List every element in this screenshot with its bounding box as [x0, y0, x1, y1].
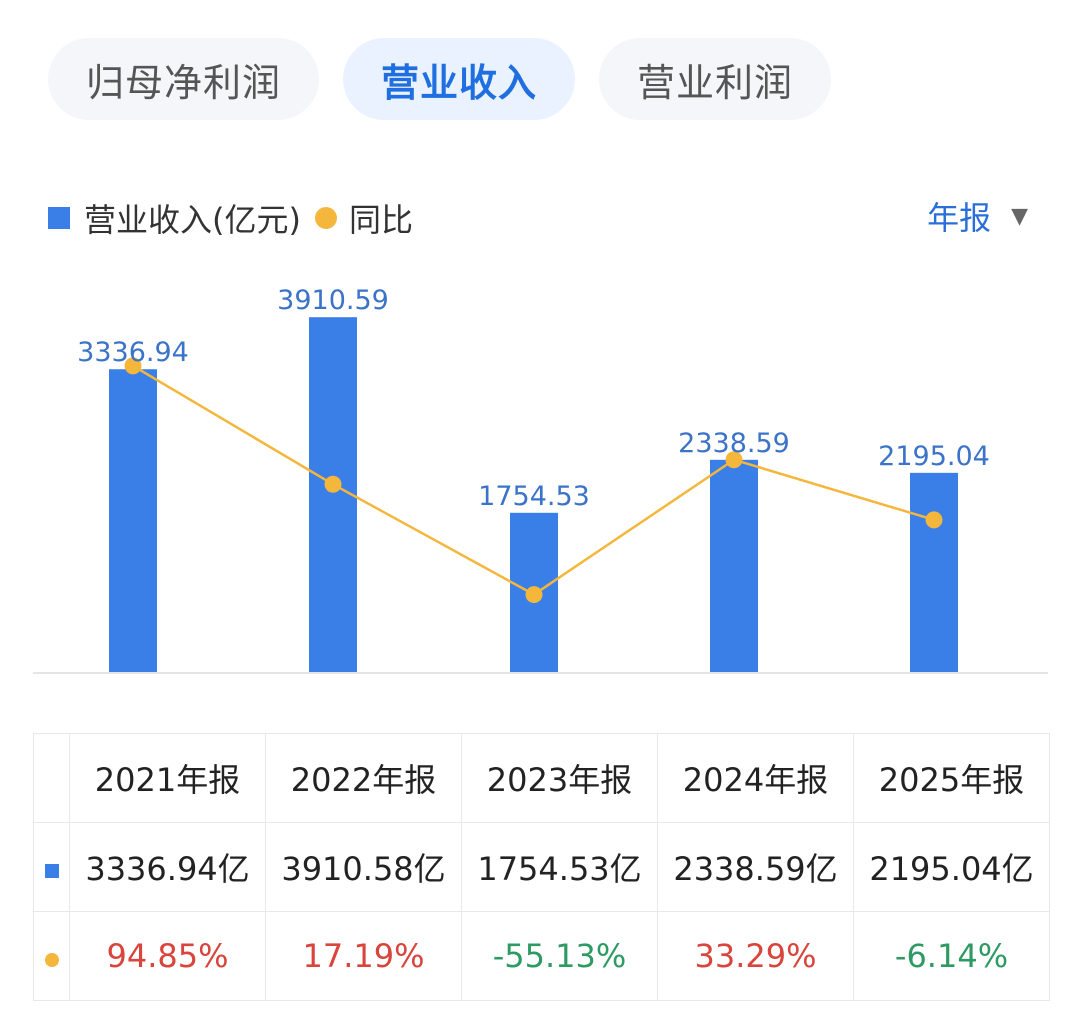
tab-revenue[interactable]: 营业收入 [343, 38, 575, 120]
yoy-cell: 17.19% [266, 912, 462, 1001]
metric-tabs: 归母净利润 营业收入 营业利润 [48, 38, 831, 120]
revenue-cell: 3910.58亿 [266, 823, 462, 912]
table-header-cell: 2024年报 [658, 734, 854, 823]
period-selector[interactable]: 年报 ▼ [927, 193, 1028, 239]
table-row-yoy: 94.85% 17.19% -55.13% 33.29% -6.14% [34, 912, 1050, 1001]
bar-legend-label: 营业收入(亿元) [84, 195, 301, 241]
period-selector-value: 年报 [927, 193, 991, 239]
bar [710, 460, 758, 672]
table-header-cell: 2023年报 [462, 734, 658, 823]
bar-legend-swatch [48, 207, 70, 229]
yoy-marker-cell [34, 912, 70, 1001]
yoy-point [526, 586, 543, 603]
revenue-cell: 3336.94亿 [70, 823, 266, 912]
table-header-cell: 2022年报 [266, 734, 462, 823]
bar-value-label: 1754.53 [478, 481, 590, 512]
revenue-marker-cell [34, 823, 70, 912]
table-header-row: 2021年报 2022年报 2023年报 2024年报 2025年报 [34, 734, 1050, 823]
yoy-cell: 33.29% [658, 912, 854, 1001]
bar-value-label: 2195.04 [878, 441, 990, 472]
dot-marker-icon [45, 953, 59, 967]
yoy-cell: 94.85% [70, 912, 266, 1001]
bar-value-label: 3910.59 [277, 285, 389, 316]
bar [109, 369, 157, 672]
tab-operating-profit[interactable]: 营业利润 [599, 38, 831, 120]
chart-legend: 营业收入(亿元) 同比 [48, 195, 413, 241]
table-header-cell: 2025年报 [854, 734, 1050, 823]
line-legend-swatch [315, 207, 337, 229]
table-row-revenue: 3336.94亿 3910.58亿 1754.53亿 2338.59亿 2195… [34, 823, 1050, 912]
line-legend-label: 同比 [349, 195, 413, 241]
table-corner-cell [34, 734, 70, 823]
yoy-cell: -6.14% [854, 912, 1050, 1001]
bar [910, 473, 958, 672]
revenue-cell: 2195.04亿 [854, 823, 1050, 912]
yoy-point [325, 476, 342, 493]
revenue-cell: 2338.59亿 [658, 823, 854, 912]
yoy-cell: -55.13% [462, 912, 658, 1001]
table-header-cell: 2021年报 [70, 734, 266, 823]
revenue-chart: 3336.94 3910.59 1754.53 2338.59 2195.04 [0, 240, 1080, 690]
revenue-cell: 1754.53亿 [462, 823, 658, 912]
tab-net-profit[interactable]: 归母净利润 [48, 38, 319, 120]
yoy-point [926, 511, 943, 528]
data-table: 2021年报 2022年报 2023年报 2024年报 2025年报 3336.… [33, 733, 1050, 1001]
bar-value-label: 3336.94 [77, 337, 189, 368]
bar-marker-icon [45, 864, 59, 878]
bar-value-label: 2338.59 [678, 428, 790, 459]
caret-down-icon: ▼ [1011, 204, 1028, 229]
